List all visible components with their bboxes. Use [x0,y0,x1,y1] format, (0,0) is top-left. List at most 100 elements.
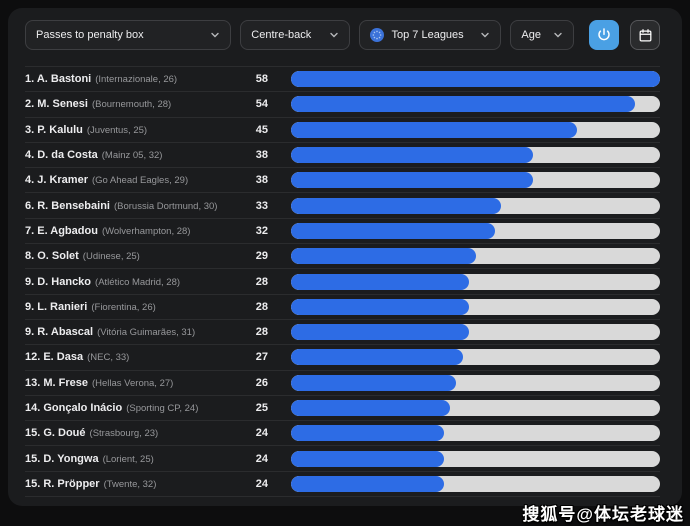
player-info: 1. A. Bastoni (Internazionale, 26) [25,73,228,85]
table-row[interactable]: 15. D. Yongwa (Lorient, 25) 24 [25,445,660,470]
player-info: 6. R. Bensebaini (Borussia Dortmund, 30) [25,200,228,212]
stat-bar-track [291,298,660,315]
league-dropdown-label: Top 7 Leagues [391,29,464,41]
age-dropdown[interactable]: Age [510,20,574,50]
player-info: 9. D. Hancko (Atlético Madrid, 28) [25,276,228,288]
player-rank-name: 12. E. Dasa [25,351,84,364]
player-rank-name: 7. E. Agbadou [25,224,98,237]
stat-bar-fill [291,197,501,214]
player-club-age: (Hellas Verona, 27) [91,377,174,389]
power-toggle-button[interactable] [589,20,619,50]
player-club-age: (Lorient, 25) [102,453,154,465]
table-row[interactable]: 9. D. Hancko (Atlético Madrid, 28) 28 [25,268,660,293]
table-row[interactable]: 8. O. Solet (Udinese, 25) 29 [25,243,660,268]
stat-bar-track [291,273,660,290]
player-stat-value: 26 [255,376,268,389]
player-stat-value: 28 [255,300,268,313]
stat-bar-track [291,374,660,391]
player-stat-value: 24 [255,452,268,465]
player-club-age: (Atlético Madrid, 28) [95,276,181,288]
player-rank-name: 4. D. da Costa [25,149,98,162]
table-row[interactable]: 15. R. Pröpper (Twente, 32) 24 [25,470,660,496]
player-info: 4. D. da Costa (Mainz 05, 32) [25,149,228,161]
player-rank-name: 9. L. Ranieri [25,300,88,313]
player-club-age: (Juventus, 25) [86,124,148,136]
player-club-age: (Internazionale, 26) [95,74,178,86]
player-club-age: (Strasbourg, 23) [89,428,159,440]
stat-bar-track [291,197,660,214]
player-stat-value: 28 [255,326,268,339]
stat-bar-fill [291,96,635,113]
player-rank-name: 8. O. Solet [25,250,79,263]
player-stat-value: 54 [255,98,268,111]
player-stat-value: 32 [255,224,268,237]
stat-bar-fill [291,374,457,391]
table-row[interactable]: 4. J. Kramer (Go Ahead Eagles, 29) 38 [25,167,660,192]
table-row[interactable]: 1. A. Bastoni (Internazionale, 26) 58 [25,66,660,91]
player-stat-value: 25 [255,402,268,414]
table-row[interactable]: 12. E. Dasa (NEC, 33) 27 [25,344,660,369]
stat-bar-fill [291,324,470,341]
stat-bar-fill [291,475,444,492]
player-rank-name: 6. R. Bensebaini [25,199,110,212]
player-club-age: (Bournemouth, 28) [91,99,172,111]
table-row[interactable]: 9. L. Ranieri (Fiorentina, 26) 28 [25,293,660,319]
player-info: 15. G. Doué (Strasbourg, 23) [25,427,228,439]
player-rank-name: 15. R. Pröpper [25,477,100,490]
table-row[interactable]: 6. R. Bensebaini (Borussia Dortmund, 30)… [25,192,660,217]
metric-dropdown[interactable]: Passes to penalty box [25,20,232,50]
table-row[interactable]: 13. M. Frese (Hellas Verona, 27) 26 [25,369,660,395]
position-dropdown[interactable]: Centre-back [240,20,350,50]
player-rank-name: 9. D. Hancko [25,275,92,288]
power-icon [596,27,612,43]
player-info: 2. M. Senesi (Bournemouth, 28) [25,98,228,110]
player-club-age: (Borussia Dortmund, 30) [113,200,218,212]
stats-panel: Passes to penalty box Centre-back [8,8,682,506]
metric-dropdown-label: Passes to penalty box [36,29,144,41]
chevron-down-icon [480,30,490,40]
table-row[interactable]: 3. P. Kalulu (Juventus, 25) 45 [25,116,660,142]
calendar-icon [638,28,653,43]
player-info: 15. D. Yongwa (Lorient, 25) [25,453,228,465]
stat-bar-track [291,222,660,239]
player-rank-name: 3. P. Kalulu [25,123,83,136]
stat-bar-track [291,400,660,416]
calendar-button[interactable] [630,20,660,50]
table-row[interactable]: 15. G. Doué (Strasbourg, 23) 24 [25,420,660,445]
league-dropdown[interactable]: Top 7 Leagues [358,20,502,50]
age-dropdown-label: Age [521,29,541,41]
table-row[interactable]: 2. M. Senesi (Bournemouth, 28) 54 [25,91,660,116]
player-stat-value: 58 [255,73,268,86]
player-stat-value: 28 [255,275,268,288]
stat-bar-track [291,71,660,88]
player-rank-name: 13. M. Frese [25,376,88,389]
table-row[interactable]: 7. E. Agbadou (Wolverhampton, 28) 32 [25,217,660,243]
stat-bar-fill [291,450,444,467]
globe-icon [369,28,384,42]
player-rank-name: 14. Gonçalo Inácio [25,402,123,414]
chevron-down-icon [329,30,339,40]
stat-bar-track [291,147,660,164]
toolbar: Passes to penalty box Centre-back [25,20,660,50]
table-row[interactable]: 9. R. Abascal (Vitória Guimarães, 31) 28 [25,318,660,344]
player-rank-name: 4. J. Kramer [25,174,88,187]
player-club-age: (Go Ahead Eagles, 29) [91,175,189,187]
stat-bar-track [291,121,660,138]
stat-bar-fill [291,172,533,189]
player-stat-value: 38 [255,174,268,187]
player-club-age: (Wolverhampton, 28) [101,225,191,237]
stat-bar-fill [291,71,660,88]
player-stat-value: 45 [255,123,268,136]
table-row[interactable]: 14. Gonçalo Inácio (Sporting CP, 24) 25 [25,394,660,420]
chevron-down-icon [210,30,220,40]
stat-bar-track [291,96,660,113]
stat-bar-fill [291,298,470,315]
watermark: 搜狐号@体坛老球迷 [522,505,684,524]
player-club-age: (Udinese, 25) [82,251,140,263]
player-info: 13. M. Frese (Hellas Verona, 27) [25,377,228,389]
player-info: 15. R. Pröpper (Twente, 32) [25,478,228,490]
stat-bar-fill [291,248,476,265]
player-info: 12. E. Dasa (NEC, 33) [25,351,228,363]
player-rank-name: 9. R. Abascal [25,326,94,339]
table-row[interactable]: 4. D. da Costa (Mainz 05, 32) 38 [25,141,660,167]
